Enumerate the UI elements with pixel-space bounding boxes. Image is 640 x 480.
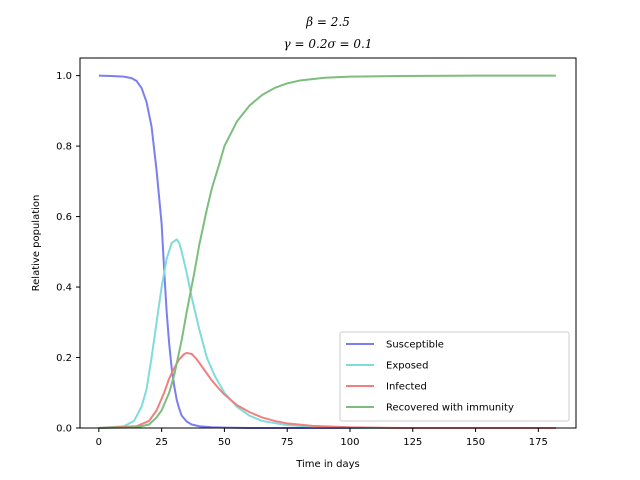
legend-label-3: Recovered with immunity bbox=[386, 403, 514, 414]
x-tick-label: 50 bbox=[218, 437, 231, 448]
series-line-2 bbox=[98, 351, 556, 429]
y-axis-label: Relative population bbox=[31, 195, 42, 292]
legend-label-0: Susceptible bbox=[386, 340, 444, 351]
y-tick-label: 0.6 bbox=[56, 212, 72, 223]
x-tick-label: 125 bbox=[403, 437, 422, 448]
legend-label-1: Exposed bbox=[386, 361, 428, 372]
y-tick-label: 1.0 bbox=[56, 71, 72, 82]
legend-label-2: Infected bbox=[386, 382, 427, 393]
series-line-1 bbox=[98, 238, 556, 429]
series-layer bbox=[98, 74, 556, 429]
y-tick-label: 0.2 bbox=[56, 353, 72, 364]
plot-frame bbox=[79, 57, 577, 429]
legend-box bbox=[339, 331, 570, 422]
x-tick-label: 75 bbox=[281, 437, 294, 448]
x-tick-label: 25 bbox=[155, 437, 168, 448]
chart-title: β = 2.5 γ = 0.2σ = 0.1 bbox=[284, 15, 373, 51]
x-tick-label: 100 bbox=[340, 437, 359, 448]
x-tick-label: 150 bbox=[466, 437, 485, 448]
y-tick-label: 0.8 bbox=[56, 142, 72, 153]
title-line-2: γ = 0.2σ = 0.1 bbox=[284, 37, 373, 51]
x-tick-label: 175 bbox=[529, 437, 548, 448]
x-axis: 0 25 50 75 100 125 150 175 bbox=[96, 428, 548, 448]
y-tick-label: 0.0 bbox=[56, 424, 72, 435]
x-tick-label: 0 bbox=[96, 437, 102, 448]
y-tick-label: 0.4 bbox=[56, 283, 72, 294]
y-axis: 0.0 0.2 0.4 0.6 0.8 1.0 bbox=[56, 71, 80, 435]
title-line-1: β = 2.5 bbox=[305, 15, 350, 29]
legend: Susceptible Exposed Infected Recovered with… bbox=[339, 331, 570, 422]
x-axis-label: Time in days bbox=[295, 459, 360, 470]
series-line-3 bbox=[98, 74, 556, 429]
